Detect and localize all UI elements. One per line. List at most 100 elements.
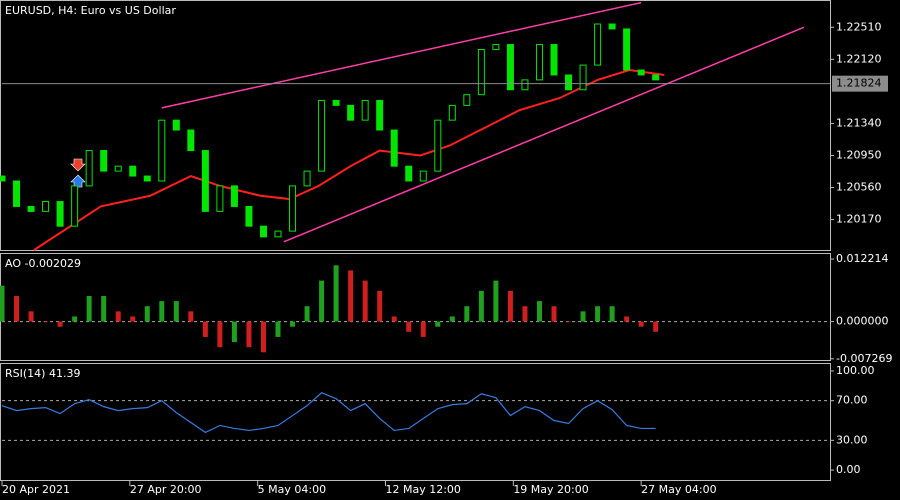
ao-bar bbox=[260, 321, 266, 353]
candle bbox=[245, 205, 253, 227]
ao-bar bbox=[246, 321, 252, 348]
candle bbox=[114, 165, 122, 172]
ao-bar bbox=[28, 311, 34, 322]
candle bbox=[506, 44, 514, 91]
x-tick-label: 19 May 20:00 bbox=[513, 483, 588, 496]
ao-bar bbox=[333, 265, 339, 322]
candle bbox=[492, 44, 500, 50]
y-tick-label: 1.20950 bbox=[836, 148, 882, 161]
candle bbox=[318, 99, 326, 172]
ao-bar bbox=[435, 321, 441, 327]
y-tick-label: 70.00 bbox=[836, 394, 868, 407]
signal-arrows bbox=[70, 158, 86, 188]
candle bbox=[230, 185, 238, 207]
ao-bar bbox=[319, 280, 325, 322]
y-tick-label: 100.00 bbox=[836, 364, 875, 377]
ao-bar bbox=[144, 306, 150, 322]
candle bbox=[376, 99, 384, 131]
ao-title: AO -0.002029 bbox=[5, 257, 81, 270]
ao-bar bbox=[595, 306, 601, 322]
ao-bar bbox=[275, 321, 281, 337]
candle bbox=[448, 104, 456, 121]
candle bbox=[13, 180, 21, 207]
x-tick-label: 20 Apr 2021 bbox=[2, 483, 70, 496]
candle bbox=[332, 99, 340, 106]
x-tick-label: 27 Apr 20:00 bbox=[130, 483, 202, 496]
candle bbox=[259, 225, 267, 238]
candle bbox=[289, 185, 297, 232]
ao-bar bbox=[406, 321, 412, 332]
ao-bar bbox=[609, 306, 615, 322]
candle bbox=[419, 170, 427, 182]
ao-bar bbox=[86, 295, 92, 322]
y-tick-label: 0.012214 bbox=[836, 252, 889, 265]
candle bbox=[637, 69, 645, 76]
y-tick-label: 1.22510 bbox=[836, 20, 882, 33]
candle bbox=[274, 230, 282, 238]
overlay-line bbox=[161, 1, 642, 109]
main-panel-frame bbox=[0, 0, 831, 251]
y-tick-label: 1.20170 bbox=[836, 213, 882, 226]
y-tick-label: 1.20560 bbox=[836, 181, 882, 194]
rsi-title: RSI(14) 41.39 bbox=[5, 367, 80, 380]
candle bbox=[434, 119, 442, 172]
ao-bar bbox=[115, 311, 121, 322]
ao-bar bbox=[101, 295, 107, 322]
ao-bar bbox=[624, 316, 630, 322]
ao-bar bbox=[449, 316, 455, 322]
candle bbox=[463, 94, 471, 106]
ao-bar bbox=[159, 301, 165, 322]
ao-bar bbox=[551, 306, 557, 322]
candle bbox=[477, 48, 485, 96]
candle bbox=[172, 119, 180, 131]
candle bbox=[129, 165, 137, 177]
x-tick-label: 5 May 04:00 bbox=[258, 483, 326, 496]
ao-bar bbox=[130, 316, 136, 322]
ao-bar bbox=[377, 290, 383, 322]
candle bbox=[594, 23, 602, 66]
ao-bar bbox=[580, 311, 586, 322]
ao-bar bbox=[493, 280, 499, 322]
candle bbox=[303, 170, 311, 187]
ao-bar bbox=[391, 316, 397, 322]
candle bbox=[550, 44, 558, 76]
ao-bar bbox=[14, 295, 20, 322]
y-tick-label: 0.000000 bbox=[836, 315, 889, 328]
ao-bar bbox=[217, 321, 223, 348]
ao-bar bbox=[72, 316, 78, 322]
ao-bar bbox=[0, 285, 5, 322]
ao-bar bbox=[348, 270, 354, 322]
rsi-line bbox=[1, 392, 656, 434]
candle bbox=[608, 23, 616, 30]
ao-bar bbox=[507, 290, 513, 322]
candle bbox=[201, 150, 209, 212]
candle bbox=[187, 129, 195, 152]
x-tick-label: 27 May 04:00 bbox=[641, 483, 716, 496]
y-tick-label: 1.22120 bbox=[836, 52, 882, 65]
candle bbox=[623, 28, 631, 71]
ao-bar bbox=[638, 321, 644, 327]
candle bbox=[535, 44, 543, 81]
ao-bar bbox=[43, 321, 49, 323]
candle bbox=[361, 99, 369, 121]
candle bbox=[579, 64, 587, 91]
ao-bar bbox=[173, 301, 179, 322]
candle bbox=[216, 185, 224, 212]
candle bbox=[71, 185, 79, 227]
ao-bar bbox=[362, 280, 368, 322]
current-price-box bbox=[832, 75, 888, 92]
ao-bar bbox=[536, 301, 542, 322]
candle bbox=[27, 205, 35, 212]
ao-bar bbox=[420, 321, 426, 337]
ao-bar bbox=[653, 321, 659, 332]
ao-bar bbox=[304, 306, 310, 322]
candle bbox=[652, 74, 660, 81]
ao-bar bbox=[290, 321, 296, 327]
candle bbox=[56, 201, 64, 227]
candle bbox=[143, 175, 151, 182]
candle bbox=[158, 119, 166, 182]
candle bbox=[42, 201, 50, 212]
candle bbox=[565, 74, 573, 91]
candle bbox=[390, 129, 398, 167]
